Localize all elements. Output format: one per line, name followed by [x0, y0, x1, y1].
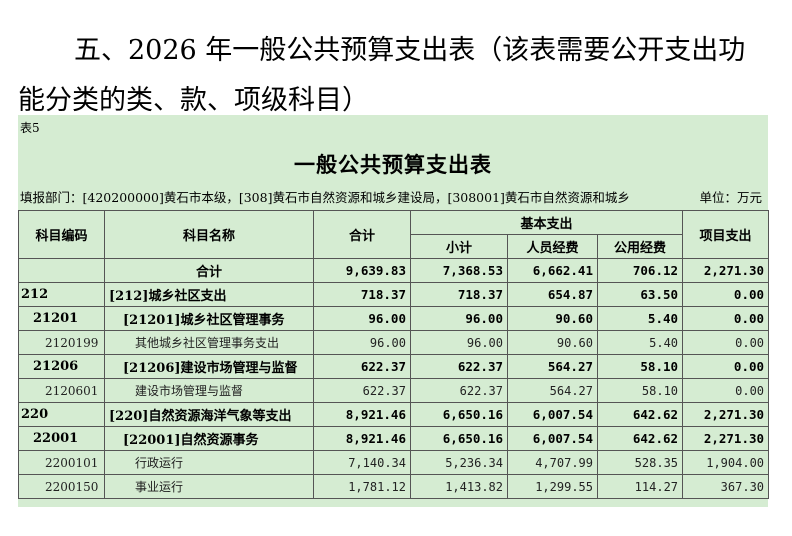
code-cell — [18, 258, 105, 283]
heading-line: 能分类的类、款、项级科目） — [18, 85, 369, 116]
code-cell: 21201 — [18, 306, 105, 331]
name-cell: [220]自然资源海洋气象等支出 — [104, 402, 314, 427]
amount-cell: 2,271.30 — [682, 258, 770, 283]
budget-table: 科目编码 科目名称 合计 基本支出 项目支出 小计 人员经费 公用经费 合计 9,… — [18, 210, 770, 499]
table-body: 合计 9,639.83 7,368.53 6,662.41 706.12 2,271.30… — [18, 258, 770, 499]
code-cell: 2120199 — [18, 330, 105, 355]
amount-cell: 622.37 — [313, 354, 411, 379]
amount-cell: 564.27 — [507, 354, 598, 379]
amount-cell: 6,007.54 — [507, 402, 598, 427]
amount-cell: 4,707.99 — [507, 450, 598, 475]
table-row: 2120601 建设市场管理与监督 622.37 622.37 564.27 58.10 0… — [18, 378, 770, 403]
header-cell: 合计 — [313, 210, 411, 259]
code-cell: 212 — [18, 282, 105, 307]
amount-cell: 96.00 — [313, 306, 411, 331]
amount-cell: 90.60 — [507, 306, 598, 331]
name-cell: 建设市场管理与监督 — [104, 378, 314, 403]
amount-cell: 96.00 — [410, 306, 508, 331]
amount-cell: 0.00 — [682, 330, 770, 355]
sheet: 表5 一般公共预算支出表 填报部门：[420200000]黄石市本级，[308]… — [18, 115, 770, 507]
amount-cell: 96.00 — [313, 330, 411, 355]
amount-cell: 1,413.82 — [410, 474, 508, 499]
table-row: 22001 [22001]自然资源事务 8,921.46 6,650.16 6,007.… — [18, 426, 770, 451]
amount-cell: 7,368.53 — [410, 258, 508, 283]
amount-cell: 5.40 — [596, 306, 684, 331]
amount-cell: 528.35 — [596, 450, 684, 475]
header-cell: 公用经费 — [596, 234, 684, 259]
amount-cell: 0.00 — [682, 306, 770, 331]
amount-cell: 706.12 — [596, 258, 684, 283]
code-cell: 2200101 — [18, 450, 105, 475]
unit-info: 填报部门：[420200000]黄石市本级，[308]黄石市自然资源和城乡建设局… — [20, 190, 630, 205]
header-cell: 基本支出 — [409, 210, 684, 235]
amount-cell: 0.00 — [682, 354, 770, 379]
header-cell: 项目支出 — [682, 210, 770, 259]
heading-line: 五、2026 年一般公共预算支出表（该表需要公开支出功 — [74, 35, 746, 66]
header-cell: 科目编码 — [18, 210, 105, 259]
code-cell: 220 — [18, 402, 105, 427]
code-cell: 21206 — [18, 354, 105, 379]
amount-cell: 96.00 — [410, 330, 508, 355]
table-number: 表5 — [20, 121, 40, 135]
amount-cell: 367.30 — [682, 474, 770, 499]
name-cell: [21201]城乡社区管理事务 — [104, 306, 314, 331]
table-title: 一般公共预算支出表 — [294, 152, 492, 177]
name-cell: [212]城乡社区支出 — [104, 282, 314, 307]
amount-cell: 6,007.54 — [507, 426, 598, 451]
amount-cell: 114.27 — [596, 474, 684, 499]
amount-cell: 654.87 — [507, 282, 598, 307]
amount-cell: 0.00 — [682, 282, 770, 307]
table-row: 21201 [21201]城乡社区管理事务 96.00 96.00 90.60 5.40 0… — [18, 306, 770, 331]
amount-cell: 622.37 — [410, 354, 508, 379]
unit: 单位：万元 — [699, 190, 762, 205]
amount-cell: 8,921.46 — [313, 402, 411, 427]
amount-cell: 58.10 — [596, 354, 684, 379]
name-cell: 事业运行 — [104, 474, 314, 499]
amount-cell: 90.60 — [507, 330, 598, 355]
table-row: 220 [220]自然资源海洋气象等支出 8,921.46 6,650.16 6,007… — [18, 402, 770, 427]
name-cell: [21206]建设市场管理与监督 — [104, 354, 314, 379]
header-cell: 人员经费 — [507, 234, 598, 259]
amount-cell: 1,904.00 — [682, 450, 770, 475]
code-cell: 22001 — [18, 426, 105, 451]
name-cell: 其他城乡社区管理事务支出 — [104, 330, 314, 355]
header-cell: 科目名称 — [104, 210, 314, 259]
amount-cell: 2,271.30 — [682, 402, 770, 427]
amount-cell: 6,650.16 — [410, 402, 508, 427]
amount-cell: 1,299.55 — [507, 474, 598, 499]
code-cell: 2200150 — [18, 474, 105, 499]
name-cell: 合计 — [104, 258, 314, 283]
amount-cell: 0.00 — [682, 378, 770, 403]
amount-cell: 6,650.16 — [410, 426, 508, 451]
amount-cell: 63.50 — [596, 282, 684, 307]
amount-cell: 564.27 — [507, 378, 598, 403]
code-cell: 2120601 — [18, 378, 105, 403]
amount-cell: 58.10 — [596, 378, 684, 403]
header-cell: 小计 — [410, 234, 508, 259]
amount-cell: 5.40 — [596, 330, 684, 355]
amount-cell: 9,639.83 — [313, 258, 411, 283]
table-row: 21206 [21206]建设市场管理与监督 622.37 622.37 564.27 5… — [18, 354, 770, 379]
amount-cell: 622.37 — [313, 378, 411, 403]
table-row: 2120199 其他城乡社区管理事务支出 96.00 96.00 90.60 5.40 0.… — [18, 330, 770, 355]
table-row: 合计 9,639.83 7,368.53 6,662.41 706.12 2,271.30 — [18, 258, 770, 283]
amount-cell: 1,781.12 — [313, 474, 411, 499]
amount-cell: 718.37 — [313, 282, 411, 307]
amount-cell: 6,662.41 — [507, 258, 598, 283]
amount-cell: 642.62 — [596, 402, 684, 427]
amount-cell: 5,236.34 — [410, 450, 508, 475]
amount-cell: 8,921.46 — [313, 426, 411, 451]
name-cell: [22001]自然资源事务 — [104, 426, 314, 451]
table-row: 2200101 行政运行 7,140.34 5,236.34 4,707.99 528.3… — [18, 450, 770, 475]
amount-cell: 7,140.34 — [313, 450, 411, 475]
table-row: 2200150 事业运行 1,781.12 1,413.82 1,299.55 114.2… — [18, 474, 770, 499]
amount-cell: 2,271.30 — [682, 426, 770, 451]
table-row: 212 [212]城乡社区支出 718.37 718.37 654.87 63.50 0.0… — [18, 282, 770, 307]
amount-cell: 718.37 — [410, 282, 508, 307]
amount-cell: 622.37 — [410, 378, 508, 403]
amount-cell: 642.62 — [596, 426, 684, 451]
name-cell: 行政运行 — [104, 450, 314, 475]
